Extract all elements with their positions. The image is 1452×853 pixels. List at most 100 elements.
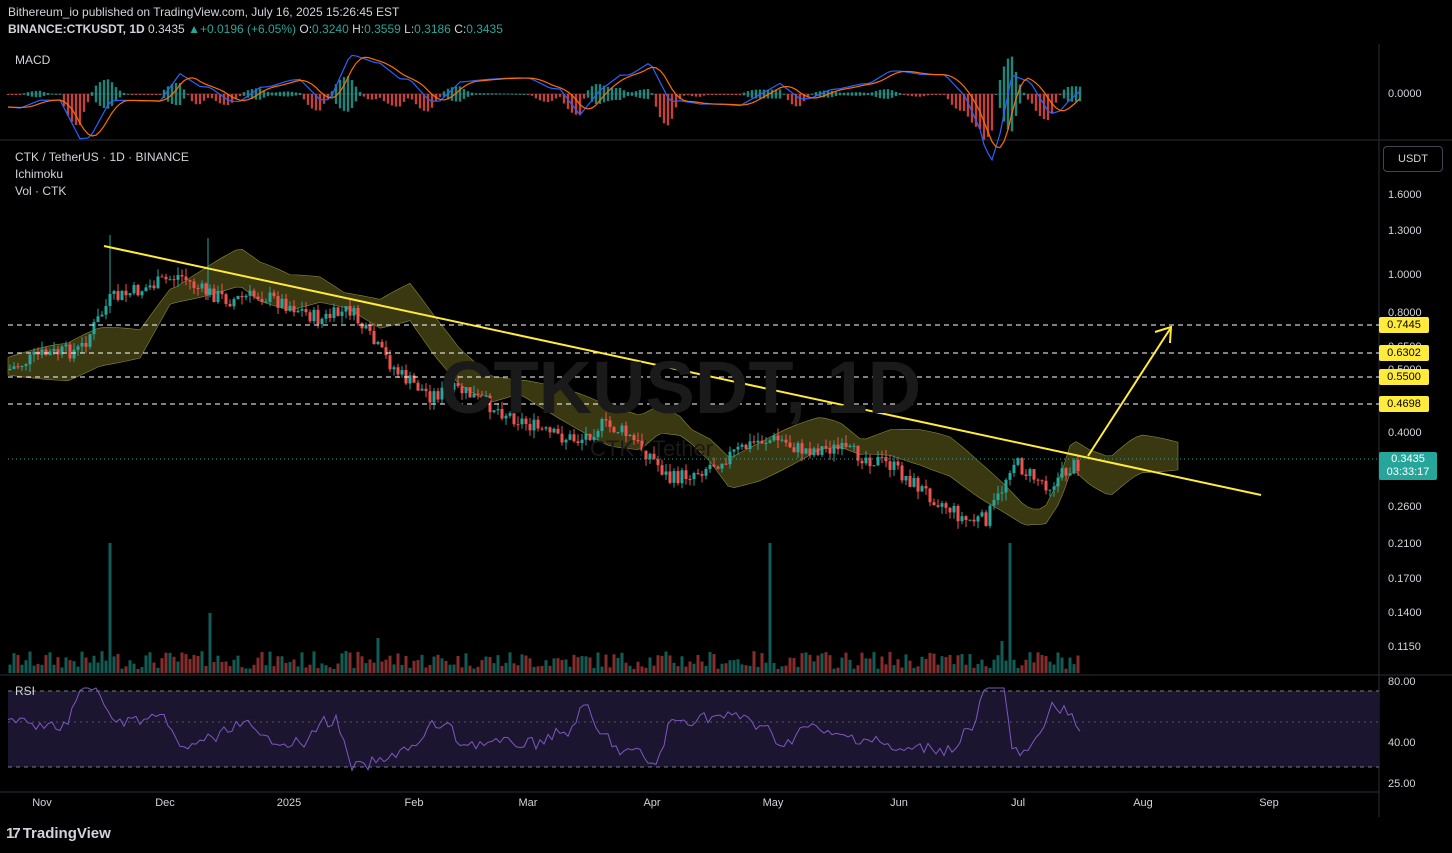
candle-body [32, 351, 36, 355]
volume-bar [164, 652, 168, 673]
candle-body [1008, 473, 1012, 480]
candle-body [384, 347, 388, 356]
candle-body [908, 475, 912, 487]
countdown-timer: 03:33:17 [1386, 466, 1430, 478]
macd-histogram-bar [278, 91, 282, 97]
candle-body [56, 349, 60, 355]
volume-bar [508, 652, 512, 673]
macd-histogram-bar [1042, 94, 1046, 120]
symbol-name[interactable]: BINANCE:CTKUSDT, 1D [8, 22, 145, 36]
level-tag-4[interactable]: 0.4698 [1379, 396, 1429, 412]
time-axis-label: Mar [519, 797, 538, 809]
candle-body [832, 444, 836, 454]
volume-bar [680, 656, 684, 673]
macd-histogram-bar [574, 94, 578, 115]
candle-body [408, 375, 412, 384]
macd-histogram-bar [46, 93, 50, 95]
candle-body [676, 471, 680, 484]
level-tag-2[interactable]: 0.6302 [1379, 345, 1429, 361]
candle-body [688, 479, 692, 481]
macd-histogram-bar [58, 93, 62, 95]
candle-body [824, 446, 828, 448]
price-axis-label: 0.1700 [1388, 573, 1422, 585]
volume-bar [104, 660, 108, 673]
macd-histogram-bar [378, 94, 382, 98]
volume-bar [136, 668, 140, 673]
level-tag-3[interactable]: 0.5500 [1379, 369, 1429, 385]
tradingview-logo[interactable]: 17 TradingView [6, 825, 111, 842]
candle-body [228, 303, 232, 307]
macd-histogram-bar [626, 91, 630, 97]
price-axis[interactable]: 1.60001.30001.00000.80000.65000.50000.40… [1388, 189, 1422, 653]
macd-histogram-bar [254, 88, 258, 100]
ichimoku-label[interactable]: Ichimoku [15, 167, 64, 181]
macd-histogram-bar [318, 94, 322, 111]
candle-body [808, 448, 812, 456]
volume-bar [32, 665, 36, 673]
macd-histogram-bar [182, 89, 186, 99]
candle-body [172, 279, 176, 281]
candle-body [504, 415, 508, 419]
candle-body [584, 433, 588, 440]
volume-bar [700, 661, 704, 673]
macd-label[interactable]: MACD [15, 53, 51, 67]
candle-body [248, 290, 252, 296]
level-tag-1[interactable]: 0.7445 [1379, 317, 1429, 333]
volume-bar [64, 657, 68, 673]
candle-body [356, 307, 360, 324]
projection-arrow[interactable] [1087, 325, 1173, 457]
macd-histogram-bar [466, 91, 470, 97]
macd-histogram-bar [934, 94, 938, 95]
macd-histogram-bar [894, 91, 898, 97]
macd-histogram-bar [194, 94, 198, 105]
macd-histogram-bar [730, 94, 734, 95]
macd-histogram-bar [798, 94, 802, 107]
macd-histogram-bar [598, 84, 602, 104]
volume-bar [984, 666, 988, 673]
volume-label[interactable]: Vol · CTK [15, 184, 67, 198]
candle-body [892, 461, 896, 470]
volume-bar [500, 665, 504, 673]
currency-button[interactable]: USDT [1383, 146, 1443, 172]
candle-body [564, 439, 568, 443]
macd-histogram-bar [1026, 94, 1030, 100]
volume-bar [124, 666, 128, 673]
candle-body [616, 432, 620, 434]
volume-bar [1052, 664, 1056, 673]
time-axis-label: Jul [1011, 797, 1025, 809]
candle-body [392, 367, 396, 370]
macd-histogram-bar [346, 76, 350, 112]
macd-histogram-bar [634, 91, 638, 97]
rsi-axis: 80.00 40.00 25.00 [1388, 676, 1416, 790]
candle-body [68, 344, 72, 359]
volume-bar [692, 663, 696, 673]
time-axis[interactable]: Nov Dec 2025 Feb Mar Apr May Jun Jul Aug Sep [32, 797, 1279, 809]
volume-bar [760, 653, 764, 673]
downtrend-line[interactable] [103, 245, 1262, 496]
macd-histogram-bar [390, 94, 394, 106]
volume-bar [516, 665, 520, 673]
candle-body [628, 435, 632, 437]
volume-bar [160, 658, 164, 673]
rsi-label[interactable]: RSI [15, 684, 36, 698]
macd-histogram-bar [522, 93, 526, 95]
candle-body [120, 290, 124, 300]
horizontal-levels[interactable] [8, 324, 1379, 460]
candle-body [740, 444, 744, 447]
candle-body [272, 292, 276, 297]
volume-bar [504, 662, 508, 673]
candle-body [668, 471, 672, 483]
volume-bar [352, 667, 356, 673]
macd-histogram-bar [510, 93, 514, 95]
high-value: 0.3559 [364, 22, 401, 36]
volume-bar [20, 664, 24, 673]
macd-histogram-bar [702, 94, 706, 96]
volume-bar [536, 666, 540, 673]
volume-bar [712, 654, 716, 673]
macd-histogram-bar [50, 93, 54, 95]
macd-histogram-bar [546, 94, 550, 103]
volume-bar [232, 659, 236, 673]
main-chart-title[interactable]: CTK / TetherUS · 1D · BINANCE [15, 150, 189, 164]
macd-histogram-bar [146, 94, 150, 95]
